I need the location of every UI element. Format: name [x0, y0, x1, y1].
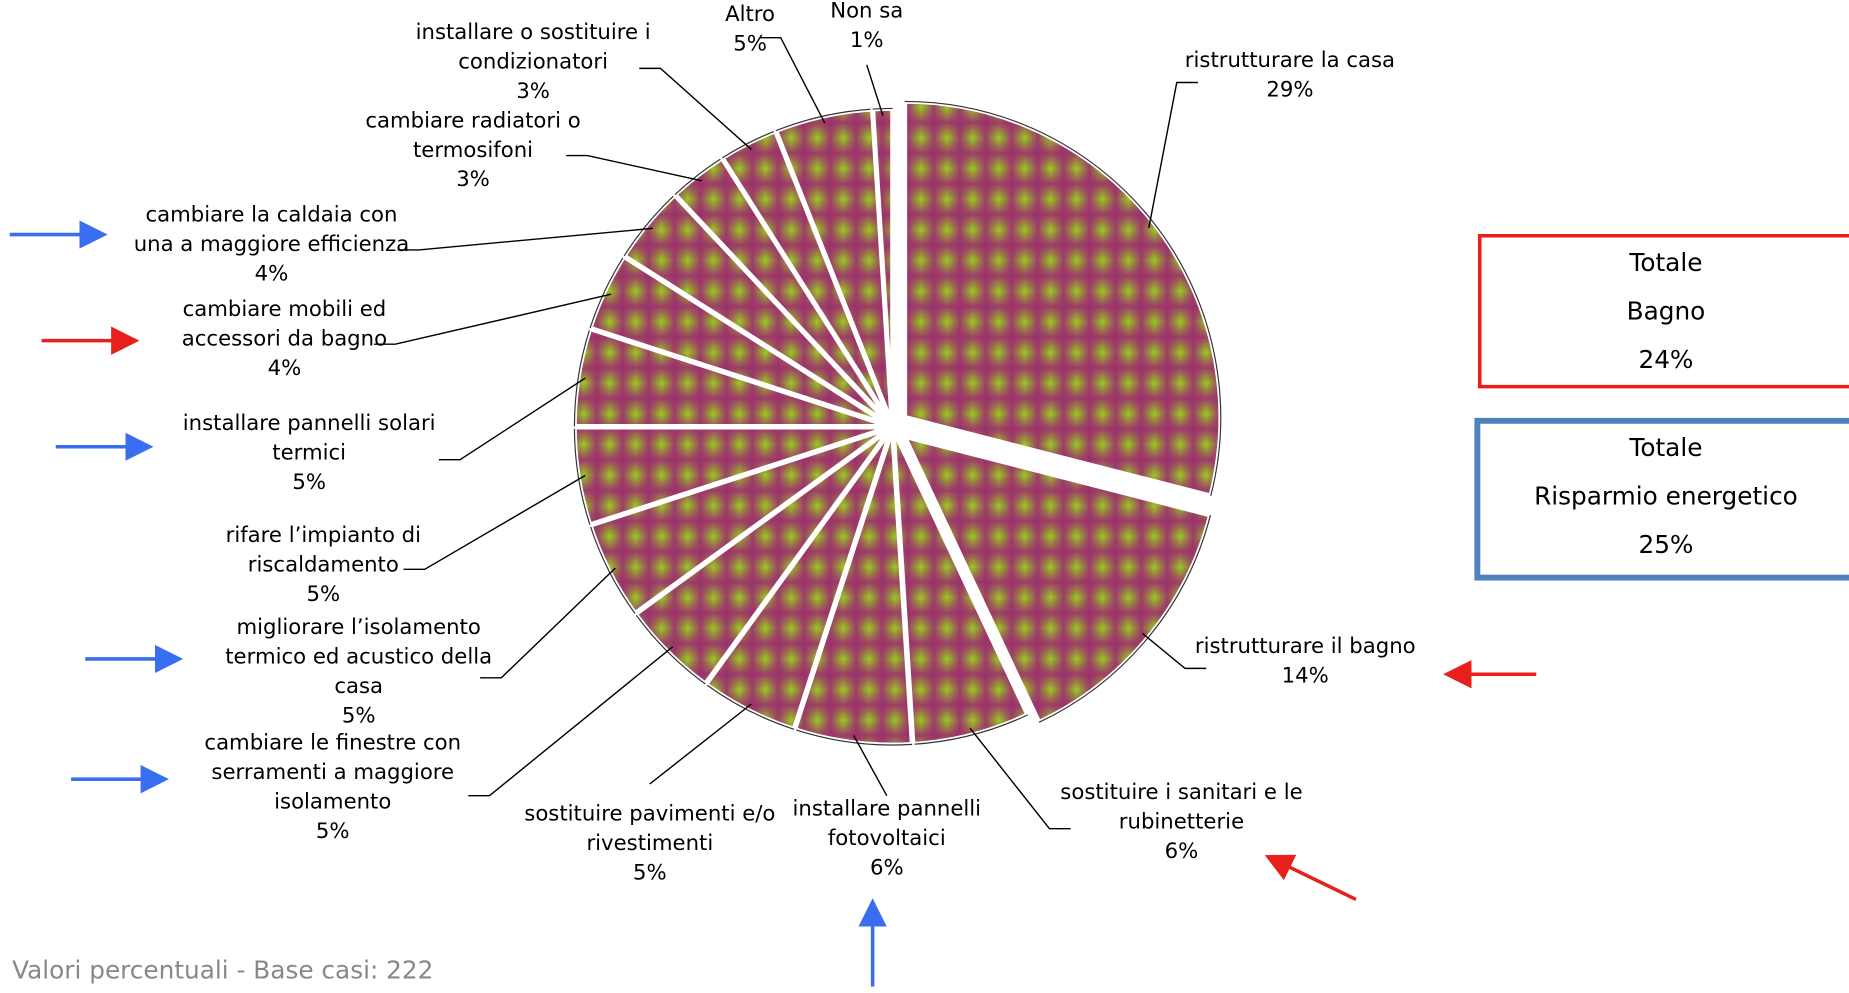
- pie-slice-outline: [775, 108, 873, 132]
- leader-line: [403, 474, 586, 571]
- value-label: 5%: [292, 470, 326, 495]
- slice-label: cambiare le finestre con serramenti a mag…: [204, 731, 461, 815]
- label-line: rifare l’impianto di: [226, 523, 421, 548]
- slice-label: cambiare mobili ed accessori da bagno: [182, 297, 387, 351]
- pie-slice-outline: [904, 100, 1222, 497]
- leader-line: [566, 154, 703, 182]
- pie-slice-outline: [705, 683, 795, 730]
- pie-slice-outline: [913, 714, 1029, 745]
- pie-slice-outline: [722, 130, 776, 159]
- slice-label: sostituire i sanitari e le rubinetterie: [1060, 780, 1302, 834]
- label-line: cambiare le finestre con: [204, 731, 461, 756]
- pie-slice-outline: [634, 613, 706, 685]
- label-line: ristrutturare la casa: [1185, 48, 1395, 73]
- slice-label: rifare l’impianto di riscaldamento: [226, 523, 421, 577]
- total-box: [1474, 417, 1849, 581]
- total-box-text: Bagno: [1627, 296, 1706, 325]
- label-line: ristrutturare il bagno: [1195, 634, 1416, 659]
- value-label: 4%: [255, 262, 289, 287]
- pie-slice-outline: [589, 256, 625, 329]
- value-label: 6%: [1165, 839, 1199, 864]
- slice-label: Altro: [725, 2, 775, 27]
- pie-slice-outline: [794, 728, 913, 746]
- value-label: 4%: [268, 356, 302, 381]
- leader-line: [866, 64, 884, 116]
- slice-label: ristrutturare il bagno: [1195, 634, 1416, 659]
- leader-line: [1148, 81, 1198, 229]
- total-box: [1477, 233, 1849, 389]
- label-line: serramenti a maggiore: [211, 760, 454, 785]
- leader-line: [853, 735, 888, 797]
- total-box-text: Totale: [1628, 248, 1702, 277]
- value-label: 5%: [306, 582, 340, 607]
- label-line: una a maggiore efficienza: [134, 232, 410, 257]
- slice-label: ristrutturare la casa: [1185, 48, 1395, 73]
- value-label: 6%: [870, 856, 904, 881]
- leader-line: [397, 227, 653, 251]
- total-box-text: 24%: [1638, 345, 1693, 374]
- label-line: riscaldamento: [248, 553, 399, 578]
- label-line: installare pannelli: [793, 797, 982, 822]
- label-line: termosifoni: [413, 138, 533, 163]
- slice-label: Non sa: [830, 0, 903, 24]
- slice-label: installare pannelli solari termici: [183, 411, 436, 465]
- pie-slice-outline: [573, 328, 591, 427]
- label-line: casa: [334, 674, 383, 699]
- label-line: rivestimenti: [586, 831, 713, 856]
- leader-line: [468, 646, 674, 797]
- value-label: 29%: [1266, 78, 1313, 103]
- total-box-text: Totale: [1628, 433, 1702, 462]
- value-label: 1%: [850, 28, 884, 53]
- slice-label: installare o sostituire i condizionatori: [416, 20, 651, 74]
- leader-line: [480, 567, 616, 679]
- total-box-text: 25%: [1638, 530, 1693, 559]
- arrows: [9, 220, 1537, 987]
- pie-slice-outline: [623, 194, 676, 257]
- pie-slice-outline: [674, 157, 723, 195]
- value-label: 5%: [316, 819, 350, 844]
- leader-line: [639, 67, 752, 150]
- leader-line: [438, 377, 586, 461]
- slice-label: cambiare radiatori o termosifoni: [365, 108, 580, 162]
- label-line: termici: [272, 441, 346, 466]
- label-line: accessori da bagno: [182, 326, 387, 351]
- leader-line: [969, 727, 1071, 830]
- pie-slice: [902, 99, 1224, 499]
- leader-line: [1141, 632, 1207, 670]
- label-line: sostituire i sanitari e le: [1060, 780, 1302, 805]
- pie-slice-outline: [573, 427, 591, 525]
- label-line: condizionatori: [458, 49, 608, 74]
- label-line: fotovoltaici: [828, 826, 946, 851]
- pie-slice-outline: [589, 525, 636, 614]
- leader-line: [649, 703, 752, 785]
- leader-line: [759, 37, 826, 124]
- label-line: rubinetterie: [1119, 810, 1244, 835]
- leader-line: [374, 293, 612, 345]
- label-line: installare pannelli solari: [183, 411, 436, 436]
- label-line: cambiare radiatori o: [365, 108, 580, 133]
- slice-label: sostituire pavimenti e/o rivestimenti: [524, 801, 775, 855]
- label-line: sostituire pavimenti e/o: [524, 801, 775, 826]
- label-line: installare o sostituire i: [416, 20, 651, 45]
- slice-label: migliorare l’isolamento termico ed acusti…: [225, 615, 492, 699]
- value-label: 3%: [456, 167, 490, 192]
- value-label: 5%: [633, 860, 667, 885]
- slice-label: installare pannelli fotovoltaici: [793, 797, 982, 851]
- slice-label: cambiare la caldaia con una a maggiore ef…: [134, 203, 410, 257]
- total-box-text: Risparmio energetico: [1534, 482, 1798, 511]
- label-line: isolamento: [274, 790, 391, 815]
- label-line: Non sa: [830, 0, 903, 24]
- value-label: 3%: [516, 79, 550, 104]
- label-line: cambiare mobili ed: [183, 297, 387, 322]
- value-label: 5%: [342, 704, 376, 729]
- footnote: Valori percentuali - Base casi: 222: [12, 955, 433, 984]
- label-line: cambiare la caldaia con: [145, 203, 397, 228]
- pie-slice-outline: [872, 107, 893, 110]
- label-line: migliorare l’isolamento: [237, 615, 481, 640]
- value-label: 5%: [733, 32, 767, 57]
- value-label: 14%: [1282, 664, 1329, 689]
- label-line: Altro: [725, 2, 775, 27]
- label-line: termico ed acustico della: [225, 645, 492, 670]
